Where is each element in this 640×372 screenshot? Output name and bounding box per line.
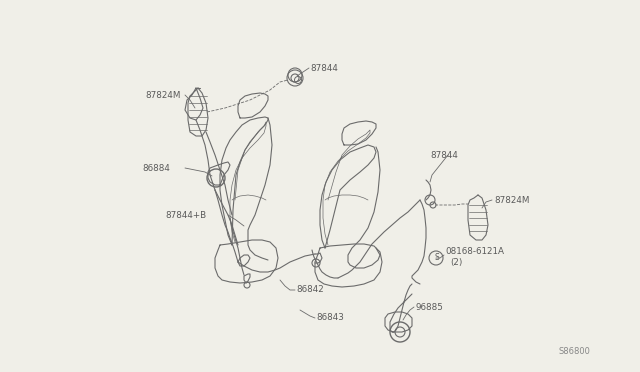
Text: 86884: 86884 <box>142 164 170 173</box>
Text: 96885: 96885 <box>415 302 443 311</box>
Text: S86800: S86800 <box>558 347 590 356</box>
Text: 87844+B: 87844+B <box>165 211 206 219</box>
Text: (2): (2) <box>450 259 462 267</box>
Text: 87844: 87844 <box>310 64 338 73</box>
Text: 87824M: 87824M <box>494 196 529 205</box>
Text: 08168-6121A: 08168-6121A <box>445 247 504 257</box>
Text: S: S <box>435 253 440 263</box>
Text: 86842: 86842 <box>296 285 324 295</box>
Text: 87824M: 87824M <box>145 90 180 99</box>
Text: 87844: 87844 <box>430 151 458 160</box>
Text: 86843: 86843 <box>316 314 344 323</box>
